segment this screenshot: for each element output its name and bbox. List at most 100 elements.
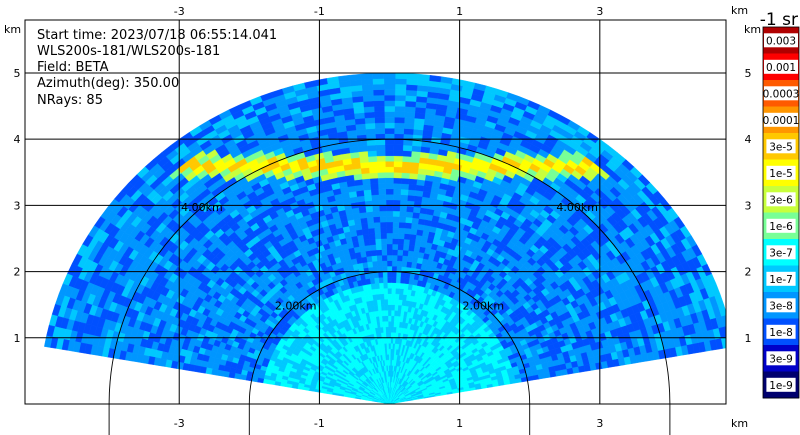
range-gate-cell [394, 89, 407, 96]
range-gate-cell [383, 287, 388, 295]
range-gate-cell [395, 277, 401, 284]
range-gate-cell [388, 337, 391, 344]
range-gate-cell [360, 167, 370, 175]
range-gate-cell [385, 166, 394, 173]
range-gate-cell [356, 195, 365, 203]
range-gate-cell [363, 111, 375, 119]
range-gate-cell [393, 183, 402, 190]
range-gate-cell [407, 194, 416, 202]
range-gate-cell [378, 205, 387, 212]
range-gate-cell [363, 194, 373, 202]
range-gate-cell [384, 116, 395, 123]
range-gate-cell [408, 178, 418, 186]
range-gate-cell [401, 255, 408, 262]
range-gate-cell [380, 227, 387, 234]
range-gate-cell [401, 166, 411, 174]
range-gate-cell [397, 232, 405, 240]
range-gate-cell [373, 100, 385, 107]
range-gate-cell [376, 161, 386, 168]
range-gate-cell [364, 122, 376, 130]
range-gate-cell [393, 144, 404, 151]
range-gate-cell [374, 116, 385, 124]
range-gate-cell [364, 117, 376, 124]
range-gate-cell [380, 243, 388, 250]
range-gate-cell [394, 105, 406, 113]
range-gate-cell [398, 293, 404, 301]
range-gate-cell [379, 288, 385, 295]
range-gate-cell [393, 127, 405, 135]
range-gate-cell [398, 288, 404, 295]
range-gate-cell [404, 222, 412, 229]
range-gate-cell [394, 122, 405, 129]
range-gate-cell [371, 260, 378, 268]
range-gate-cell [367, 155, 378, 163]
range-gate-cell [394, 83, 407, 91]
range-gate-cell [383, 83, 396, 90]
range-gate-cell [377, 177, 386, 184]
range-gate-cell [390, 326, 394, 333]
range-gate-cell [398, 216, 407, 223]
range-gate-cell [390, 332, 394, 339]
range-gate-cell [373, 221, 381, 229]
range-gate-cell [369, 238, 376, 246]
range-gate-cell [375, 144, 386, 151]
range-gate-cell [406, 255, 414, 263]
range-gate-cell [391, 287, 396, 295]
range-gate-cell [394, 293, 400, 300]
range-gate-cell [398, 221, 406, 229]
range-gate-cell [381, 254, 388, 261]
range-gate-cell [393, 161, 403, 168]
range-gate-cell [404, 111, 416, 119]
range-gate-cell [401, 155, 412, 163]
range-gate-cell [720, 336, 726, 349]
range-gate-cell [379, 293, 385, 300]
range-gate-cell [369, 177, 379, 185]
range-gate-cell [372, 78, 385, 85]
range-gate-cell [378, 194, 387, 201]
range-gate-cell [387, 315, 392, 322]
range-gate-cell [381, 260, 388, 267]
range-gate-cell [367, 150, 377, 157]
range-gate-cell [387, 321, 392, 327]
range-gate-cell [387, 293, 392, 300]
range-gate-cell [393, 166, 403, 173]
range-gate-cell [337, 74, 351, 83]
range-gate-cell [400, 271, 406, 279]
range-gate-cell [387, 282, 392, 289]
range-gate-cell [399, 194, 408, 201]
range-gate-cell [388, 359, 391, 366]
range-gate-cell [401, 172, 410, 179]
range-gate-cell [408, 172, 418, 180]
range-gate-cell [391, 249, 398, 256]
range-gate-cell [384, 133, 395, 140]
range-gate-cell [377, 271, 384, 278]
range-gate-cell [377, 183, 387, 190]
range-gate-cell [384, 309, 389, 317]
range-gate-cell [402, 144, 413, 152]
range-gate-cell [392, 216, 400, 223]
range-gate-cell [375, 243, 382, 251]
range-gate-cell [362, 95, 374, 102]
range-gate-cell [393, 133, 404, 140]
range-gate-cell [384, 315, 389, 322]
range-gate-cell [374, 111, 385, 118]
range-gate-cell [372, 89, 385, 96]
range-gate-cell [391, 282, 397, 289]
range-gate-cell [404, 100, 417, 108]
range-gate-cell [365, 205, 373, 213]
range-gate-cell [384, 138, 395, 145]
range-gate-cell [399, 277, 406, 284]
range-gate-cell [399, 282, 405, 290]
range-gate-cell [386, 227, 393, 234]
range-gate-cell [372, 72, 385, 80]
range-gate-cell [400, 177, 410, 185]
range-gate-cell [367, 222, 375, 229]
range-gate-cell [395, 282, 401, 289]
range-gate-cell [383, 72, 396, 79]
range-gate-cell [376, 155, 386, 162]
range-gate-cell [353, 106, 365, 114]
range-gate-cell [384, 144, 395, 151]
range-gate-cell [398, 227, 406, 234]
range-gate-cell [391, 304, 395, 311]
range-gate-cell [394, 94, 406, 102]
